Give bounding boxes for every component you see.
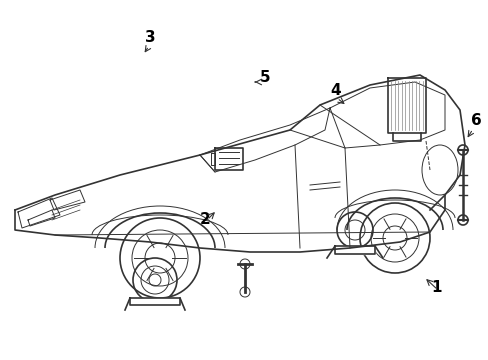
- Polygon shape: [387, 78, 425, 133]
- Text: 5: 5: [260, 70, 270, 85]
- Text: 6: 6: [470, 113, 481, 128]
- Text: 4: 4: [329, 83, 340, 98]
- Text: 1: 1: [430, 279, 441, 294]
- Polygon shape: [334, 246, 374, 254]
- Text: 3: 3: [145, 30, 155, 45]
- Text: 2: 2: [200, 212, 210, 227]
- Polygon shape: [130, 298, 180, 305]
- Polygon shape: [210, 153, 215, 165]
- Polygon shape: [15, 195, 444, 252]
- Polygon shape: [215, 148, 243, 170]
